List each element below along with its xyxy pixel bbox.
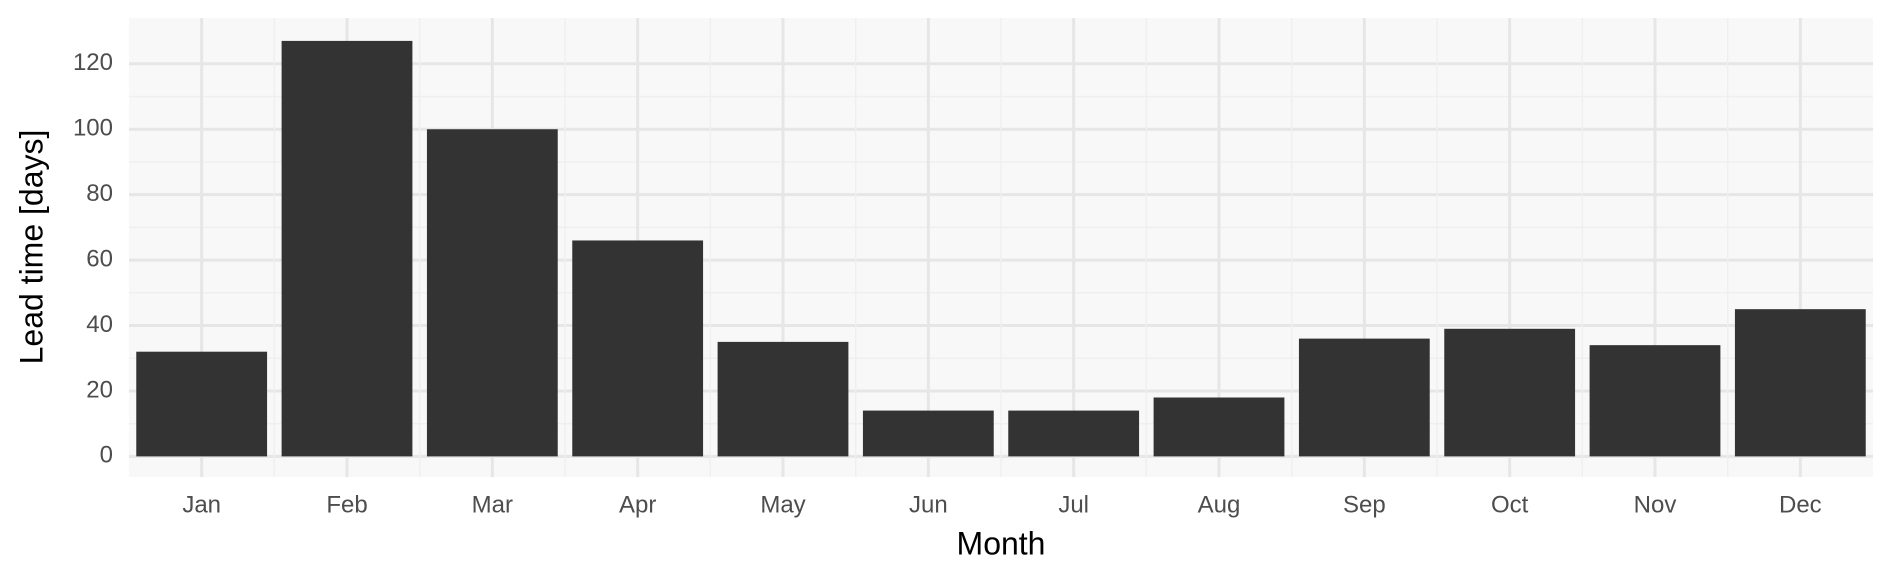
y-axis-title: Lead time [days] <box>13 130 49 365</box>
x-tick-label: Mar <box>472 491 513 518</box>
y-tick-label: 60 <box>86 245 113 272</box>
bar <box>1734 309 1866 457</box>
bar <box>281 40 413 457</box>
x-tick-label: Feb <box>326 491 367 518</box>
y-tick-label: 100 <box>73 115 113 142</box>
x-tick-label: Jan <box>182 491 221 518</box>
x-tick-label: Jun <box>909 491 948 518</box>
bar <box>862 410 994 457</box>
bar <box>1008 410 1140 457</box>
bars <box>136 40 1866 457</box>
x-axis-title: Month <box>957 525 1046 561</box>
x-tick-label: Dec <box>1779 491 1822 518</box>
x-tick-label: Oct <box>1491 491 1529 518</box>
y-tick-label: 0 <box>100 442 113 469</box>
y-tick-label: 120 <box>73 49 113 76</box>
bar <box>1153 397 1285 457</box>
bar <box>426 129 558 457</box>
x-tick-label: Apr <box>619 491 656 518</box>
y-tick-label: 20 <box>86 376 113 403</box>
bar <box>717 341 849 457</box>
x-tick-label: Nov <box>1634 491 1677 518</box>
x-tick-label: Jul <box>1058 491 1089 518</box>
bar <box>1444 328 1576 457</box>
bar <box>572 240 704 457</box>
bar <box>136 351 268 457</box>
x-tick-label: May <box>760 491 805 518</box>
y-tick-label: 80 <box>86 180 113 207</box>
x-tick-label: Sep <box>1343 491 1386 518</box>
bar <box>1298 338 1430 457</box>
x-tick-label: Aug <box>1198 491 1241 518</box>
bar <box>1589 345 1721 457</box>
y-tick-label: 40 <box>86 311 113 338</box>
